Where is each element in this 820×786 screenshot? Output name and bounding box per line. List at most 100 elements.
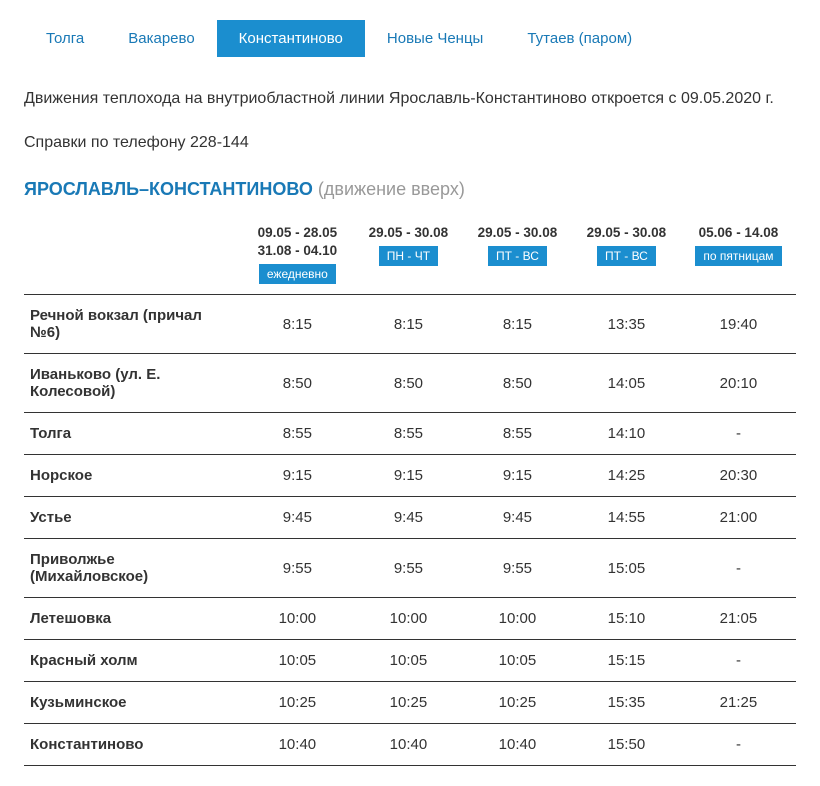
time-cell: 9:45 xyxy=(463,497,572,539)
header-badge: по пятницам xyxy=(695,246,781,266)
time-cell: 19:40 xyxy=(681,295,796,354)
time-cell: 21:05 xyxy=(681,598,796,640)
time-cell: 10:05 xyxy=(241,640,354,682)
tab-1[interactable]: Вакарево xyxy=(106,20,216,57)
stop-name: Норское xyxy=(24,455,241,497)
table-row: Летешовка10:0010:0010:0015:1021:05 xyxy=(24,598,796,640)
stop-name: Константиново xyxy=(24,724,241,766)
stop-name: Красный холм xyxy=(24,640,241,682)
tab-2[interactable]: Константиново xyxy=(217,20,365,57)
stop-name: Толга xyxy=(24,413,241,455)
stop-name: Устье xyxy=(24,497,241,539)
time-cell: 21:25 xyxy=(681,682,796,724)
time-cell: 10:25 xyxy=(241,682,354,724)
time-cell: 10:25 xyxy=(463,682,572,724)
time-cell: 14:05 xyxy=(572,354,681,413)
stop-name: Кузьминское xyxy=(24,682,241,724)
time-cell: 15:35 xyxy=(572,682,681,724)
time-cell: 8:55 xyxy=(354,413,463,455)
time-cell: 8:55 xyxy=(463,413,572,455)
time-cell: 10:00 xyxy=(463,598,572,640)
tab-4[interactable]: Тутаев (паром) xyxy=(505,20,654,57)
time-cell: 9:55 xyxy=(241,539,354,598)
schedule-table: 09.05 - 28.0531.08 - 04.10 ежедневно 29.05… xyxy=(24,218,796,766)
header-badge: ПН - ЧТ xyxy=(379,246,438,266)
time-cell: - xyxy=(681,640,796,682)
header-date: 29.05 - 30.08 xyxy=(578,224,675,242)
time-cell: 8:50 xyxy=(463,354,572,413)
time-cell: 8:55 xyxy=(241,413,354,455)
time-cell: 9:15 xyxy=(354,455,463,497)
table-row: Константиново10:4010:4010:4015:50- xyxy=(24,724,796,766)
tab-0[interactable]: Толга xyxy=(24,20,106,57)
time-cell: 10:00 xyxy=(241,598,354,640)
intro-line-1: Движения теплохода на внутриобластной ли… xyxy=(24,87,796,111)
table-row: Кузьминское10:2510:2510:2515:3521:25 xyxy=(24,682,796,724)
header-badge: ПТ - ВС xyxy=(597,246,656,266)
header-col-1: 29.05 - 30.08 ПН - ЧТ xyxy=(354,218,463,295)
stop-name: Приволжье (Михайловское) xyxy=(24,539,241,598)
header-date: 09.05 - 28.05 xyxy=(247,224,348,242)
header-badge: ежедневно xyxy=(259,264,336,284)
table-row: Красный холм10:0510:0510:0515:15- xyxy=(24,640,796,682)
time-cell: 15:05 xyxy=(572,539,681,598)
table-row: Приволжье (Михайловское)9:559:559:5515:0… xyxy=(24,539,796,598)
time-cell: 9:55 xyxy=(463,539,572,598)
stop-name: Летешовка xyxy=(24,598,241,640)
header-col-4: 05.06 - 14.08 по пятницам xyxy=(681,218,796,295)
stop-name: Иваньково (ул. Е. Колесовой) xyxy=(24,354,241,413)
time-cell: 9:15 xyxy=(463,455,572,497)
time-cell: - xyxy=(681,413,796,455)
header-col-0: 09.05 - 28.0531.08 - 04.10 ежедневно xyxy=(241,218,354,295)
header-col-2: 29.05 - 30.08 ПТ - ВС xyxy=(463,218,572,295)
time-cell: 20:30 xyxy=(681,455,796,497)
route-title-sub: (движение вверх) xyxy=(318,179,465,199)
time-cell: 10:00 xyxy=(354,598,463,640)
table-row: Иваньково (ул. Е. Колесовой)8:508:508:50… xyxy=(24,354,796,413)
tab-3[interactable]: Новые Ченцы xyxy=(365,20,505,57)
time-cell: 8:50 xyxy=(241,354,354,413)
time-cell: 10:25 xyxy=(354,682,463,724)
time-cell: 9:55 xyxy=(354,539,463,598)
time-cell: 10:40 xyxy=(354,724,463,766)
time-cell: 10:40 xyxy=(463,724,572,766)
time-cell: 21:00 xyxy=(681,497,796,539)
route-title-main: ЯРОСЛАВЛЬ–КОНСТАНТИНОВО xyxy=(24,179,313,199)
time-cell: 14:55 xyxy=(572,497,681,539)
time-cell: 10:40 xyxy=(241,724,354,766)
time-cell: 14:25 xyxy=(572,455,681,497)
route-tabs: ТолгаВакаревоКонстантиновоНовые ЧенцыТут… xyxy=(24,20,796,57)
time-cell: 8:15 xyxy=(463,295,572,354)
time-cell: 10:05 xyxy=(354,640,463,682)
header-date: 05.06 - 14.08 xyxy=(687,224,790,242)
time-cell: 13:35 xyxy=(572,295,681,354)
header-date: 29.05 - 30.08 xyxy=(469,224,566,242)
time-cell: 15:50 xyxy=(572,724,681,766)
route-title: ЯРОСЛАВЛЬ–КОНСТАНТИНОВО (движение вверх) xyxy=(24,179,796,200)
table-row: Норское9:159:159:1514:2520:30 xyxy=(24,455,796,497)
intro-block: Движения теплохода на внутриобластной ли… xyxy=(24,87,796,155)
time-cell: 9:45 xyxy=(354,497,463,539)
time-cell: 8:15 xyxy=(354,295,463,354)
header-col-3: 29.05 - 30.08 ПТ - ВС xyxy=(572,218,681,295)
table-row: Толга8:558:558:5514:10- xyxy=(24,413,796,455)
time-cell: 15:10 xyxy=(572,598,681,640)
table-row: Устье9:459:459:4514:5521:00 xyxy=(24,497,796,539)
time-cell: 9:45 xyxy=(241,497,354,539)
stop-name: Речной вокзал (причал №6) xyxy=(24,295,241,354)
table-row: Речной вокзал (причал №6)8:158:158:1513:… xyxy=(24,295,796,354)
time-cell: - xyxy=(681,539,796,598)
header-stop-blank xyxy=(24,218,241,295)
time-cell: 9:15 xyxy=(241,455,354,497)
header-date: 29.05 - 30.08 xyxy=(360,224,457,242)
intro-line-2: Справки по телефону 228-144 xyxy=(24,131,796,155)
time-cell: 10:05 xyxy=(463,640,572,682)
time-cell: 14:10 xyxy=(572,413,681,455)
header-badge: ПТ - ВС xyxy=(488,246,547,266)
header-date: 31.08 - 04.10 xyxy=(247,242,348,260)
time-cell: 15:15 xyxy=(572,640,681,682)
time-cell: - xyxy=(681,724,796,766)
time-cell: 8:50 xyxy=(354,354,463,413)
time-cell: 20:10 xyxy=(681,354,796,413)
time-cell: 8:15 xyxy=(241,295,354,354)
